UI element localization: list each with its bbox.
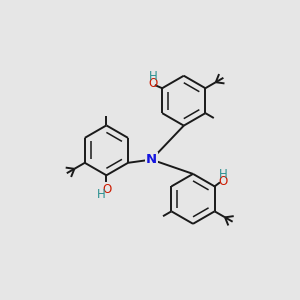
Text: H: H [148,70,157,83]
Text: N: N [146,153,157,166]
Text: H: H [97,188,106,202]
Text: O: O [219,175,228,188]
Text: O: O [103,183,112,196]
Text: H: H [219,168,228,181]
Text: O: O [148,77,158,90]
